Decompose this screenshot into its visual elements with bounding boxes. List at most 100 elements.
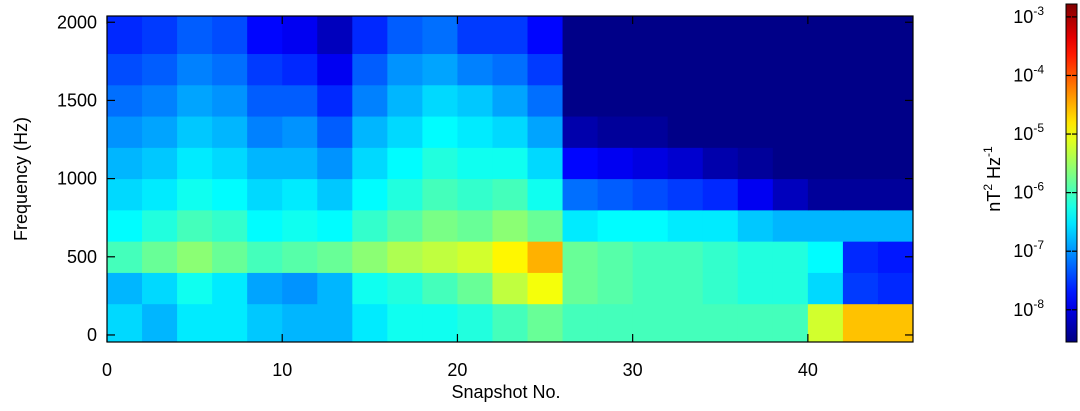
heat-cell [667, 272, 704, 305]
heat-cell [807, 116, 844, 148]
heat-cell [632, 53, 669, 86]
heat-cell [422, 116, 458, 148]
heat-cell [632, 84, 669, 117]
heat-cell [527, 272, 564, 305]
heat-cell [177, 84, 213, 117]
heat-cell [807, 178, 844, 211]
heat-cell [842, 209, 879, 242]
heat-cell [597, 303, 634, 343]
heat-cell [632, 209, 669, 242]
heat-cell [282, 16, 318, 55]
heat-cell [562, 303, 599, 343]
heat-cell [212, 53, 248, 86]
heat-cell [597, 241, 634, 273]
heat-cell [457, 116, 493, 148]
heat-cell [527, 53, 564, 86]
heat-cell [422, 84, 458, 117]
heat-cell [667, 209, 704, 242]
heat-cell [492, 147, 529, 180]
heat-cell [142, 16, 178, 55]
heat-cell [177, 116, 213, 148]
heat-cell [317, 272, 353, 305]
heat-cell [667, 241, 704, 273]
heat-cell [807, 147, 844, 180]
heat-cell [282, 303, 318, 343]
heat-cell [492, 272, 529, 305]
heat-cell [597, 116, 634, 148]
heat-cell [247, 147, 283, 180]
heat-cell [702, 16, 739, 55]
heat-cell [807, 84, 844, 117]
heat-cell [492, 178, 529, 211]
heat-cell [597, 147, 634, 180]
y-tick-label: 0 [87, 325, 97, 345]
heat-cell [212, 178, 248, 211]
heat-cell [107, 147, 143, 180]
colorbar-tick-label: 10-4 [1013, 62, 1044, 85]
heat-cell [667, 16, 704, 55]
heat-cell [527, 16, 564, 55]
heat-cell [142, 178, 178, 211]
heat-cell [632, 16, 669, 55]
heat-cell [877, 209, 914, 242]
heat-cell [842, 272, 879, 305]
heat-cell [807, 16, 844, 55]
heat-cell [702, 241, 739, 273]
heat-cell [492, 209, 529, 242]
heat-cell [632, 241, 669, 273]
tick-exponent: -6 [1033, 180, 1044, 194]
heat-cell [562, 272, 599, 305]
heat-cell [702, 303, 739, 343]
heat-cell [737, 84, 774, 117]
heat-cell [632, 116, 669, 148]
heat-cell [352, 209, 388, 242]
heat-cell [597, 84, 634, 117]
heat-cell [457, 147, 493, 180]
heat-cell [352, 84, 388, 117]
heat-cell [737, 272, 774, 305]
heat-cell [352, 303, 388, 343]
heat-cell [772, 303, 809, 343]
heat-cell [282, 116, 318, 148]
heat-cell [772, 147, 809, 180]
heat-cell [772, 16, 809, 55]
tick-base: 10 [1013, 183, 1033, 203]
heat-cell [772, 241, 809, 273]
heat-cell [282, 147, 318, 180]
heat-cell [842, 53, 879, 86]
heat-cell [807, 241, 844, 273]
y-tick-label: 1500 [57, 90, 97, 110]
heat-cell [877, 116, 914, 148]
heat-cell [352, 178, 388, 211]
colorbar-label: nT2 Hz-1 [981, 146, 1004, 212]
tick-exponent: -7 [1033, 238, 1044, 252]
heat-cell [107, 303, 143, 343]
heat-cell [317, 303, 353, 343]
heat-cell [492, 84, 529, 117]
heat-cell [422, 53, 458, 86]
colorbar-tick-label: 10-6 [1013, 180, 1044, 203]
tick-exponent: -5 [1033, 121, 1044, 135]
heat-cell [772, 209, 809, 242]
heat-cell [422, 209, 458, 242]
heat-cell [772, 272, 809, 305]
heat-cell [702, 84, 739, 117]
heat-cell [667, 116, 704, 148]
heat-cell [632, 178, 669, 211]
x-tick-label: 0 [102, 360, 112, 380]
heat-cell [387, 241, 423, 273]
heat-cell [177, 303, 213, 343]
heat-cell [562, 178, 599, 211]
label-part: Hz [984, 157, 1004, 184]
heat-cell [527, 147, 564, 180]
heat-cell [142, 241, 178, 273]
heat-cell [212, 303, 248, 343]
heat-cell [667, 84, 704, 117]
heat-cell [737, 116, 774, 148]
heat-cell [247, 272, 283, 305]
heat-cell [527, 178, 564, 211]
heat-cell [387, 178, 423, 211]
heat-cell [667, 178, 704, 211]
heat-cell [107, 116, 143, 148]
heat-cell [492, 16, 529, 55]
